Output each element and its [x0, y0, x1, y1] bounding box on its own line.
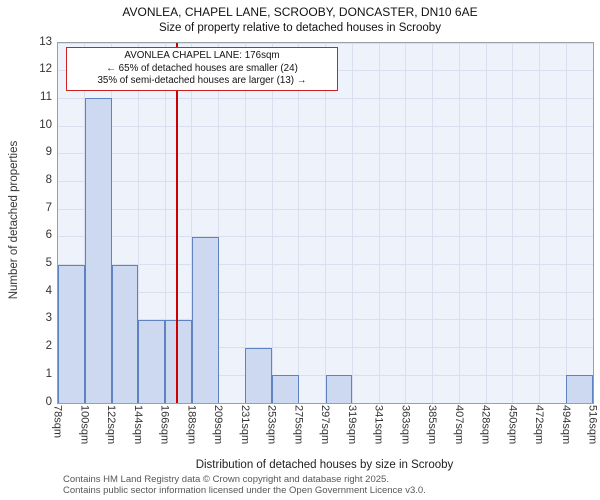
- bar: [245, 347, 272, 403]
- gridline-vertical: [244, 43, 246, 403]
- x-tick-label: 122sqm: [105, 405, 117, 445]
- x-axis-title: Distribution of detached houses by size …: [195, 459, 454, 471]
- x-tick-label: 407sqm: [452, 405, 465, 445]
- y-tick-label: 6: [45, 229, 52, 242]
- annotation-line-1: AVONLEA CHAPEL LANE: 176sqm: [124, 50, 280, 61]
- annotation-line-3: 35% of semi-detached houses are larger (…: [97, 75, 307, 87]
- x-tick-label: 188sqm: [185, 405, 198, 445]
- bar: [325, 375, 353, 403]
- gridline-vertical: [137, 43, 139, 403]
- gridline-vertical: [378, 43, 380, 403]
- gridline-vertical: [218, 43, 219, 403]
- x-tick-label: 100sqm: [78, 405, 91, 445]
- y-tick-label: 11: [40, 90, 52, 103]
- gridline-vertical: [111, 43, 112, 403]
- gridline-vertical: [458, 43, 460, 403]
- bar: [58, 264, 85, 403]
- y-tick-label: 0: [45, 395, 52, 408]
- y-tick-label: 9: [45, 146, 52, 159]
- gridline-vertical: [191, 43, 193, 403]
- x-tick-label: 450sqm: [506, 405, 519, 445]
- annotation-line-2: ← 65% of detached houses are smaller (24…: [106, 62, 298, 74]
- gridline-vertical: [405, 43, 407, 403]
- bar: [165, 319, 192, 403]
- y-tick-label: 5: [45, 257, 52, 270]
- y-tick-label: 7: [45, 201, 52, 214]
- x-tick-label: 341sqm: [372, 405, 385, 445]
- y-tick-label: 4: [45, 284, 52, 297]
- footer-line-2: Contains public sector information licen…: [63, 485, 426, 496]
- x-tick-label: 297sqm: [319, 405, 331, 445]
- x-tick-label: 231sqm: [238, 405, 251, 445]
- gridline-vertical: [164, 43, 166, 403]
- y-tick-label: 3: [45, 312, 52, 325]
- y-tick-label: 12: [39, 63, 52, 76]
- x-tick-label: 516sqm: [586, 405, 599, 445]
- x-tick-label: 428sqm: [479, 405, 492, 445]
- gridline-vertical: [512, 43, 514, 403]
- plot-area: [57, 42, 594, 404]
- y-tick-label: 10: [39, 118, 52, 131]
- y-axis-ticks: 0 1 2 3 4 5 6 7 8 9 10 11 12 13: [0, 36, 52, 408]
- x-tick-label: 144sqm: [131, 405, 144, 445]
- x-tick-label: 472sqm: [533, 405, 545, 445]
- bar: [191, 236, 219, 403]
- gridline-vertical: [565, 43, 567, 403]
- bar: [111, 264, 139, 403]
- x-tick-label: 78sqm: [51, 405, 64, 439]
- x-tick-label: 385sqm: [426, 405, 438, 445]
- bar: [566, 375, 593, 403]
- chart-title: AVONLEA, CHAPEL LANE, SCROOBY, DONCASTER…: [122, 5, 478, 19]
- x-tick-label: 319sqm: [345, 405, 358, 445]
- bar: [272, 375, 299, 403]
- gridline-vertical: [325, 43, 326, 403]
- x-tick-label: 494sqm: [559, 405, 572, 445]
- y-tick-label: 1: [45, 367, 52, 380]
- x-tick-label: 275sqm: [292, 405, 305, 445]
- x-tick-label: 209sqm: [212, 405, 224, 445]
- gridline-vertical: [298, 43, 300, 403]
- x-tick-label: 253sqm: [265, 405, 278, 445]
- y-tick-label: 8: [45, 173, 52, 186]
- gridline-vertical: [539, 43, 540, 403]
- bar: [138, 319, 165, 403]
- gridline-vertical: [485, 43, 487, 403]
- x-axis-ticks: 78sqm 100sqm 122sqm 144sqm 166sqm 188sqm 209sq…: [52, 405, 599, 465]
- y-tick-label: 2: [45, 340, 52, 353]
- x-tick-label: 166sqm: [158, 405, 171, 445]
- chart-subtitle: Size of property relative to detached ho…: [159, 22, 441, 34]
- x-tick-label: 363sqm: [399, 405, 412, 445]
- subject-property-marker-line: [176, 43, 178, 403]
- gridline-vertical: [432, 43, 433, 403]
- annotation-box: AVONLEA CHAPEL LANE: 176sqm ← 65% of det…: [66, 47, 338, 91]
- gridline-vertical: [271, 43, 273, 403]
- bar: [84, 98, 112, 403]
- y-tick-label: 13: [39, 35, 52, 48]
- footer-line-1: Contains HM Land Registry data © Crown c…: [63, 474, 389, 485]
- gridline-vertical: [351, 43, 353, 403]
